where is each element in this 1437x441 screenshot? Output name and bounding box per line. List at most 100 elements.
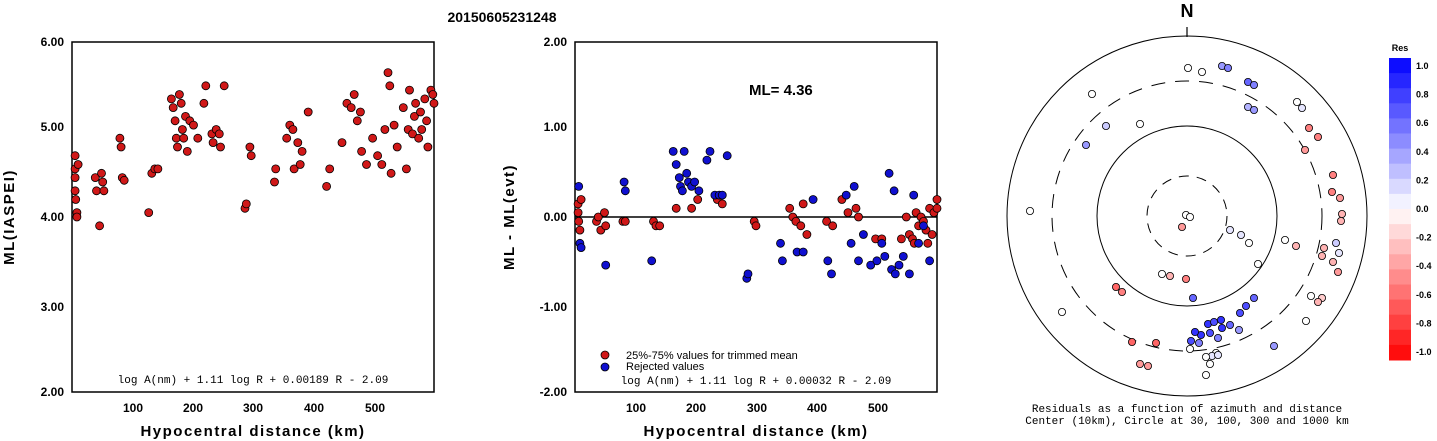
data-point	[71, 195, 81, 204]
colorbar-swatch	[1389, 239, 1411, 255]
data-point	[282, 133, 292, 143]
y-tick-label: 1.00	[544, 120, 568, 134]
x-tick-label: 500	[365, 401, 385, 415]
residual-point	[1314, 132, 1323, 141]
data-point	[408, 129, 417, 139]
data-point	[620, 186, 630, 196]
residual-point	[1218, 323, 1227, 332]
y-ticks-2: -2.00 -1.00 0.00 1.00 2.00	[540, 35, 568, 399]
data-point	[898, 251, 908, 261]
data-point	[671, 203, 681, 213]
data-point	[849, 181, 859, 191]
residual-point	[1214, 350, 1223, 359]
data-point	[682, 168, 692, 178]
data-point	[398, 103, 408, 112]
data-point	[153, 164, 163, 174]
colorbar-tick-label: 0.8	[1416, 90, 1429, 100]
panel-ml-residual: -2.00 -1.00 0.00 1.00 2.00 100 200 300 4…	[501, 35, 942, 440]
y-tick-label: 2.00	[41, 385, 65, 399]
data-point	[923, 238, 933, 248]
y-tick-label: 3.00	[41, 300, 65, 314]
data-point	[70, 151, 80, 161]
colorbar-swatch	[1389, 269, 1411, 285]
data-point	[678, 186, 687, 196]
data-point	[925, 256, 934, 266]
data-point	[245, 142, 255, 152]
data-point	[647, 256, 657, 266]
data-point	[694, 186, 704, 196]
residual-point	[1026, 206, 1035, 215]
residual-point	[1318, 251, 1327, 260]
data-point	[417, 125, 427, 134]
data-point	[620, 216, 630, 226]
figure-title: 20150605231248	[447, 9, 556, 25]
colorbar-swatch	[1389, 148, 1411, 165]
data-point	[851, 203, 861, 213]
legend-blue-marker	[600, 362, 610, 372]
legend-red-label: 25%-75% values for trimmed mean	[626, 350, 798, 362]
data-point	[877, 238, 887, 248]
data-point	[655, 221, 665, 231]
data-point	[914, 238, 923, 248]
residual-point	[1307, 291, 1316, 300]
residual-point	[1328, 187, 1337, 196]
y-axis-label-1: ML(IASPEI)	[1, 169, 18, 265]
residual-point	[1332, 238, 1341, 247]
data-point	[289, 164, 299, 174]
x-tick-label: 400	[304, 401, 324, 415]
data-point	[846, 238, 856, 248]
x-tick-label: 300	[243, 401, 263, 415]
data-point	[687, 203, 696, 213]
data-point	[668, 146, 678, 156]
data-point	[619, 177, 629, 187]
data-point	[216, 142, 225, 152]
data-point	[717, 190, 727, 200]
x-tick-label: 500	[868, 401, 888, 415]
data-point	[894, 260, 904, 270]
residual-point	[1198, 68, 1207, 77]
data-point	[176, 98, 186, 108]
data-point	[722, 151, 732, 161]
data-point	[866, 260, 876, 270]
data-point	[808, 195, 818, 204]
colorbar-swatch	[1389, 178, 1411, 195]
data-point	[170, 116, 180, 126]
residual-point	[1186, 212, 1195, 221]
colorbar-swatch	[1389, 254, 1411, 270]
data-point	[601, 260, 611, 270]
y-tick-label: -2.00	[540, 385, 568, 399]
formula-1: log A(nm) + 1.11 log R + 0.00189 R - 2.0…	[118, 375, 389, 387]
residual-point	[1250, 81, 1259, 90]
residual-point	[1152, 338, 1161, 347]
residual-point	[1136, 359, 1145, 368]
colorbar-tick-label: -0.2	[1416, 233, 1432, 243]
residual-point	[1305, 124, 1314, 133]
residual-point	[1336, 193, 1345, 202]
residual-point	[1329, 257, 1338, 266]
residual-point	[1217, 315, 1226, 324]
data-point	[827, 269, 836, 279]
data-point	[574, 216, 584, 226]
residual-point	[1235, 325, 1244, 334]
circle-100km	[1096, 125, 1278, 307]
data-point	[405, 85, 414, 95]
residual-point	[1187, 336, 1196, 345]
data-point	[95, 221, 104, 231]
data-point	[679, 146, 689, 156]
data-point	[575, 225, 585, 235]
colorbar-tick-label: -0.4	[1416, 261, 1432, 271]
colorbar-tick-label: 1.0	[1416, 61, 1429, 71]
north-label: N	[1181, 1, 1194, 21]
data-point	[743, 269, 753, 279]
data-point	[383, 68, 393, 77]
x-tick-label: 200	[686, 401, 706, 415]
data-point	[271, 164, 281, 174]
residual-point	[1206, 328, 1215, 337]
data-point	[884, 168, 894, 178]
colorbar-tick-label: 0.4	[1416, 147, 1429, 157]
data-point	[859, 230, 868, 239]
colorbar-swatch	[1389, 163, 1411, 180]
colorbar-tick-label: 0.0	[1416, 204, 1429, 214]
data-point	[420, 94, 430, 104]
residual-point	[1128, 337, 1137, 346]
